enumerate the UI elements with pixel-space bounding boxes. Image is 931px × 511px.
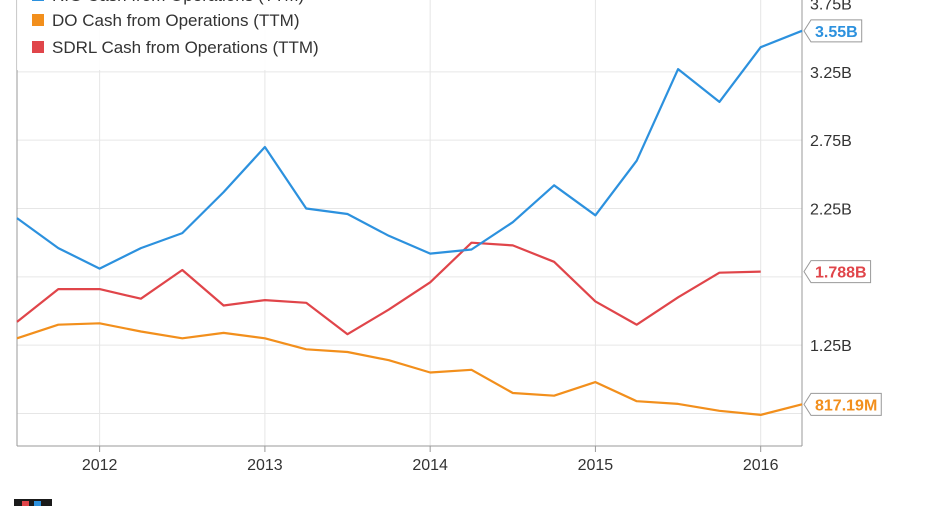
x-tick-label: 2012: [82, 457, 118, 474]
callout-label: 817.19M: [815, 397, 877, 414]
value-callout: 817.19M: [803, 392, 882, 416]
callout-label: 3.55B: [815, 24, 858, 41]
legend-background: [17, 0, 377, 70]
callout-box: [803, 392, 882, 416]
legend-item: DO Cash from Operations (TTM): [32, 11, 300, 30]
legend-label: RIG Cash from Operations (TTM): [52, 0, 304, 5]
series-line: [16, 241, 761, 336]
legend-label: SDRL Cash from Operations (TTM): [52, 38, 319, 57]
logo-accent: [34, 501, 41, 506]
legend-swatch: [32, 14, 44, 26]
legend-item: SDRL Cash from Operations (TTM): [32, 38, 319, 57]
x-tick-label: 2013: [247, 457, 283, 474]
logo-block: [14, 499, 52, 511]
legend-swatch: [32, 41, 44, 53]
series-line: [16, 322, 803, 416]
logo-accent: [22, 501, 29, 506]
value-callout: 1.788B: [803, 260, 872, 284]
y-tick-label: 3.25B: [810, 65, 852, 82]
legend-swatch: [32, 0, 44, 1]
logo-icon: [14, 499, 52, 511]
x-tick-label: 2015: [578, 457, 614, 474]
x-tick-label: 2016: [743, 457, 779, 474]
y-tick-label: 2.25B: [810, 202, 852, 219]
y-tick-label: 1.25B: [810, 338, 852, 355]
series-line: [16, 29, 803, 270]
series-lines: [16, 29, 803, 416]
legend-item: RIG Cash from Operations (TTM): [32, 0, 304, 5]
y-tick-label: 2.75B: [810, 133, 852, 150]
x-tick-label: 2014: [412, 457, 448, 474]
value-callouts: 817.19M 1.788B 3.55B: [803, 19, 882, 416]
callout-label: 1.788B: [815, 265, 867, 282]
legend: RIG Cash from Operations (TTM) DO Cash fr…: [17, 0, 377, 70]
callout-box: [803, 19, 863, 43]
y-tick-label: 3.75B: [810, 0, 852, 14]
axes: 1.25B1.75B2.25B2.75B3.25B3.75B2012201320…: [16, 0, 852, 474]
legend-box: RIG Cash from Operations (TTM) DO Cash fr…: [17, 0, 377, 70]
legend-label: DO Cash from Operations (TTM): [52, 11, 300, 30]
gridlines: [17, 0, 802, 446]
callout-box: [803, 260, 872, 284]
value-callout: 3.55B: [803, 19, 863, 43]
